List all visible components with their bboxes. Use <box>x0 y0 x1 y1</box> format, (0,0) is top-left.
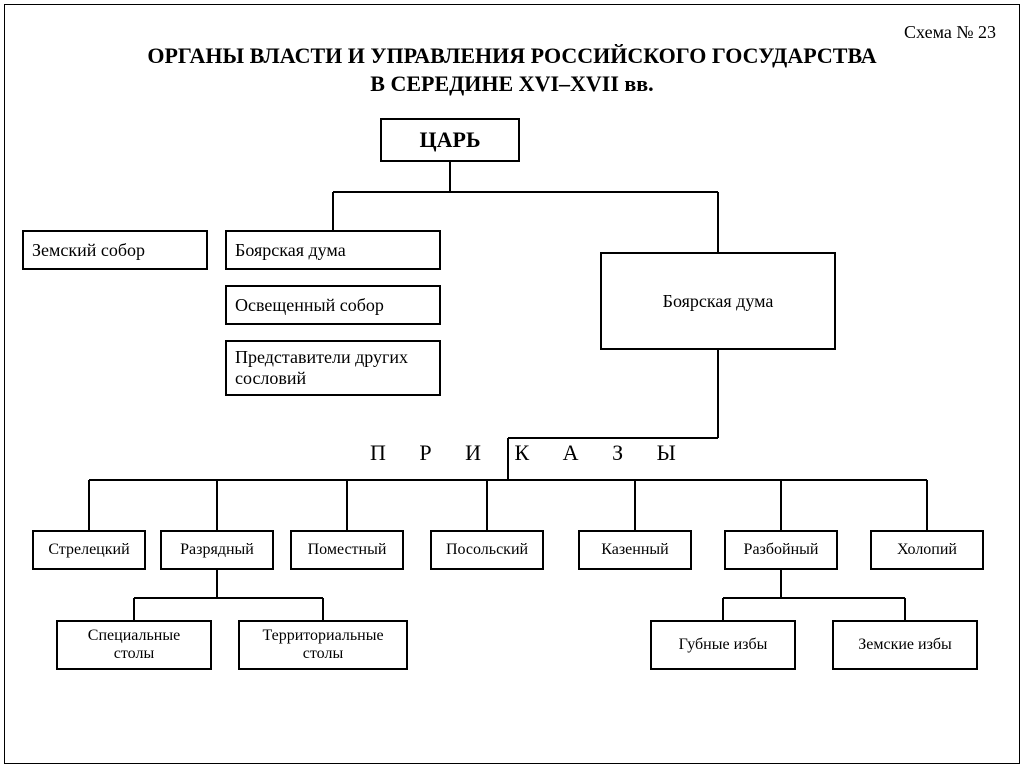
title-line-2: В СЕРЕДИНЕ XVI–XVII вв. <box>0 70 1024 98</box>
node-spetsialnye-stoly: Специальные столы <box>56 620 212 670</box>
node-pomestny: Поместный <box>290 530 404 570</box>
node-razboyny: Разбойный <box>724 530 838 570</box>
node-territorialnye-stoly: Территориальные столы <box>238 620 408 670</box>
node-razryadny: Разрядный <box>160 530 274 570</box>
node-zemskie-izby: Земские избы <box>832 620 978 670</box>
node-predstaviteli: Представители других сословий <box>225 340 441 396</box>
scheme-number: Схема № 23 <box>904 22 996 43</box>
title-line-1: ОРГАНЫ ВЛАСТИ И УПРАВЛЕНИЯ РОССИЙСКОГО Г… <box>0 42 1024 70</box>
node-streletsky: Стрелецкий <box>32 530 146 570</box>
node-kazenny: Казенный <box>578 530 692 570</box>
label-prikazy: П Р И К А З Ы <box>370 440 690 466</box>
node-zemsky-sobor: Земский собор <box>22 230 208 270</box>
node-kholopy: Холопий <box>870 530 984 570</box>
node-osveshchenny-sobor: Освещенный собор <box>225 285 441 325</box>
node-boyar-duma-left: Боярская дума <box>225 230 441 270</box>
node-gubnye-izby: Губные избы <box>650 620 796 670</box>
diagram-title: ОРГАНЫ ВЛАСТИ И УПРАВЛЕНИЯ РОССИЙСКОГО Г… <box>0 42 1024 97</box>
node-tsar: ЦАРЬ <box>380 118 520 162</box>
node-posolsky: Посольский <box>430 530 544 570</box>
node-boyar-duma-right: Боярская дума <box>600 252 836 350</box>
